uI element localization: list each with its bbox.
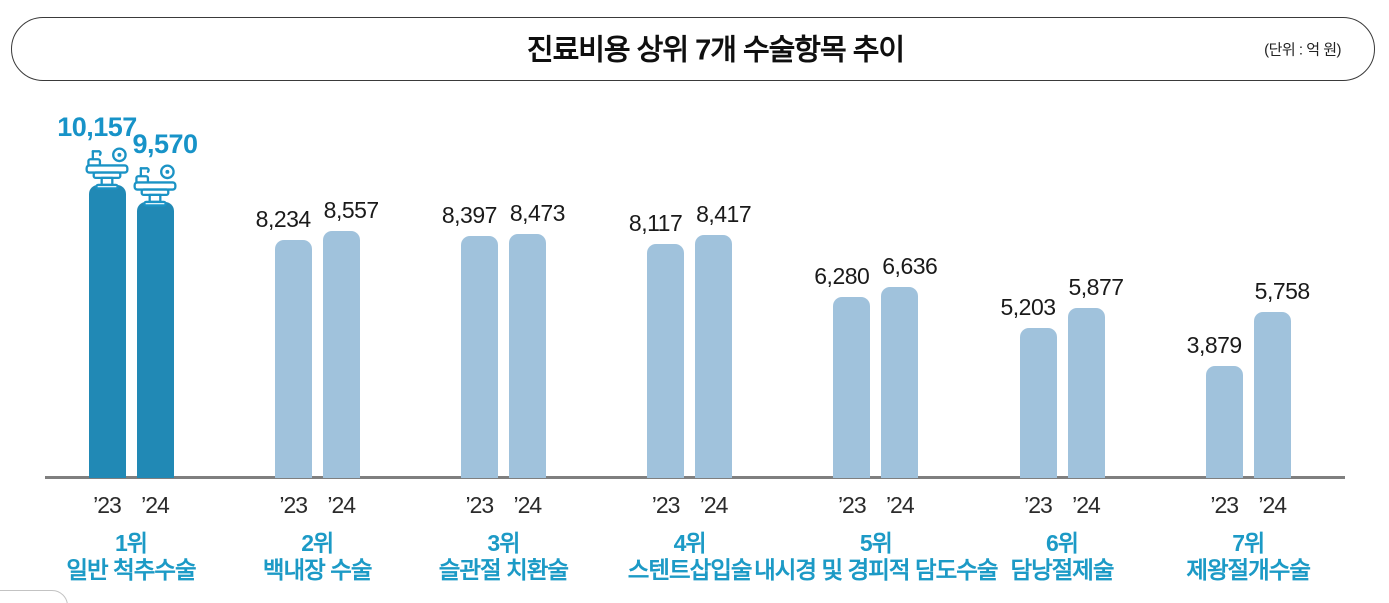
surgery-name-label: 제왕절개수술 bbox=[1186, 557, 1311, 583]
value-label-2024: 5,877 bbox=[1068, 274, 1124, 300]
bar-group-6: 5,203 ’23 5,877 ’24 6위 담낭절제술 bbox=[969, 0, 1155, 603]
bar-2023 bbox=[833, 297, 871, 478]
year-label-2024: ’24 bbox=[885, 492, 915, 518]
bar-2024 bbox=[508, 234, 546, 478]
bar-group-5: 6,280 ’23 6,636 ’24 5위 내시경 및 경피적 담도수술 bbox=[754, 0, 998, 603]
bar-group-1: 10,157 ’23 9,570 bbox=[38, 0, 224, 603]
bar-group-7: 3,879 ’23 5,758 ’24 7위 제왕절개수술 bbox=[1155, 0, 1341, 603]
rank-label: 2위 bbox=[301, 530, 334, 556]
surgery-name-label: 백내장 수술 bbox=[262, 557, 373, 583]
year-label-2024: ’24 bbox=[1258, 492, 1287, 518]
rank-label: 1위 bbox=[115, 530, 148, 556]
rank-label: 5위 bbox=[859, 530, 893, 556]
value-label-2024: 9,570 bbox=[132, 129, 198, 159]
unit-label: (단위 : 억 원) bbox=[1264, 41, 1341, 59]
value-label-2023: 5,203 bbox=[1000, 294, 1056, 320]
bar-2023 bbox=[1205, 366, 1243, 478]
value-label-2024: 8,473 bbox=[509, 200, 566, 226]
value-label-2023: 3,879 bbox=[1186, 332, 1243, 358]
bar-2023 bbox=[274, 240, 312, 478]
value-label-2023: 8,397 bbox=[441, 202, 498, 228]
value-label-2024: 8,557 bbox=[323, 197, 380, 223]
bar-2024 bbox=[695, 235, 733, 478]
surgery-name-label: 담낭절제술 bbox=[1010, 557, 1114, 583]
year-label-2023: ’23 bbox=[1024, 492, 1053, 518]
year-label-2024: ’24 bbox=[699, 492, 729, 518]
bar-2024 bbox=[1253, 312, 1291, 478]
value-label-2023: 8,234 bbox=[255, 206, 312, 232]
year-label-2024: ’24 bbox=[1072, 492, 1101, 518]
bar-2024 bbox=[881, 287, 919, 478]
value-label-2024: 8,417 bbox=[696, 201, 752, 227]
surgery-name-label: 일반 척추수술 bbox=[66, 557, 196, 583]
value-label-2024: 5,758 bbox=[1254, 278, 1311, 304]
bar-2023 bbox=[647, 244, 685, 478]
value-label-2023: 8,117 bbox=[628, 210, 683, 236]
bar-2023 bbox=[88, 185, 126, 478]
bar-group-2: 8,234 ’23 8,557 ’24 2위 백내장 수술 bbox=[224, 0, 410, 603]
year-label-2023: ’23 bbox=[651, 492, 681, 518]
operating-table-icon bbox=[85, 147, 129, 190]
operating-table-icon bbox=[133, 164, 177, 207]
cropped-next-box-corner bbox=[0, 590, 68, 603]
year-label-2024: ’24 bbox=[141, 492, 170, 518]
bar-2024 bbox=[136, 202, 174, 478]
year-label-2023: ’23 bbox=[837, 492, 867, 518]
surgery-name-label: 슬관절 치환술 bbox=[438, 557, 569, 583]
year-label-2024: ’24 bbox=[327, 492, 356, 518]
value-label-2024: 6,636 bbox=[882, 253, 938, 279]
bar-group-4: 8,117 ’23 8,417 ’24 4위 스텐트삽입술 bbox=[597, 0, 783, 603]
value-label-2023: 6,280 bbox=[814, 263, 870, 289]
year-label-2023: ’23 bbox=[465, 492, 495, 518]
value-label-2023: 10,157 bbox=[57, 112, 137, 142]
year-label-2024: ’24 bbox=[513, 492, 543, 518]
rank-label: 3위 bbox=[487, 530, 520, 556]
rank-label: 4위 bbox=[673, 530, 707, 556]
bar-2023 bbox=[1019, 328, 1057, 478]
rank-label: 6위 bbox=[1046, 530, 1079, 556]
year-label-2023: ’23 bbox=[1210, 492, 1239, 518]
year-label-2023: ’23 bbox=[279, 492, 308, 518]
surgery-name-label: 내시경 및 경피적 담도수술 bbox=[754, 557, 998, 583]
year-label-2023: ’23 bbox=[93, 492, 122, 518]
bar-group-3: 8,397 ’23 8,473 ’24 3위 슬관절 치환술 bbox=[410, 0, 596, 603]
bar-2024 bbox=[1067, 308, 1105, 478]
rank-label: 7위 bbox=[1232, 530, 1265, 556]
bar-2023 bbox=[460, 236, 498, 478]
chart-title: 진료비용 상위 7개 수술항목 추이 bbox=[526, 34, 905, 67]
title-box: 진료비용 상위 7개 수술항목 추이 (단위 : 억 원) bbox=[11, 17, 1375, 81]
bar-2024 bbox=[322, 231, 360, 478]
x-axis-line bbox=[45, 476, 1345, 479]
surgery-name-label: 스텐트삽입술 bbox=[627, 557, 753, 583]
